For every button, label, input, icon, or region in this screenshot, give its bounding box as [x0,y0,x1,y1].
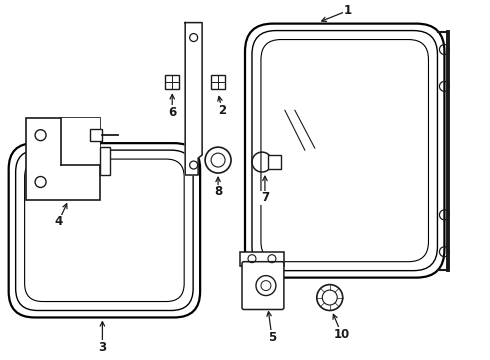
Bar [25,118,100,200]
Text: 3: 3 [98,341,106,354]
Bar [91,129,102,141]
FancyBboxPatch shape [242,262,284,310]
Text: 6: 6 [168,106,176,119]
Bar [240,252,284,266]
Bar [100,147,110,175]
Bar [61,118,100,165]
Bar [268,155,281,169]
Text: 7: 7 [261,192,269,204]
Text: 4: 4 [54,215,63,228]
Text: 5: 5 [268,331,276,344]
Text: 8: 8 [214,185,222,198]
Text: 10: 10 [334,328,350,341]
Text: 2: 2 [218,104,226,117]
Bar [211,75,225,89]
Bar [165,75,179,89]
Text: 1: 1 [343,4,352,17]
Text: 9: 9 [64,129,73,142]
Polygon shape [185,23,202,175]
